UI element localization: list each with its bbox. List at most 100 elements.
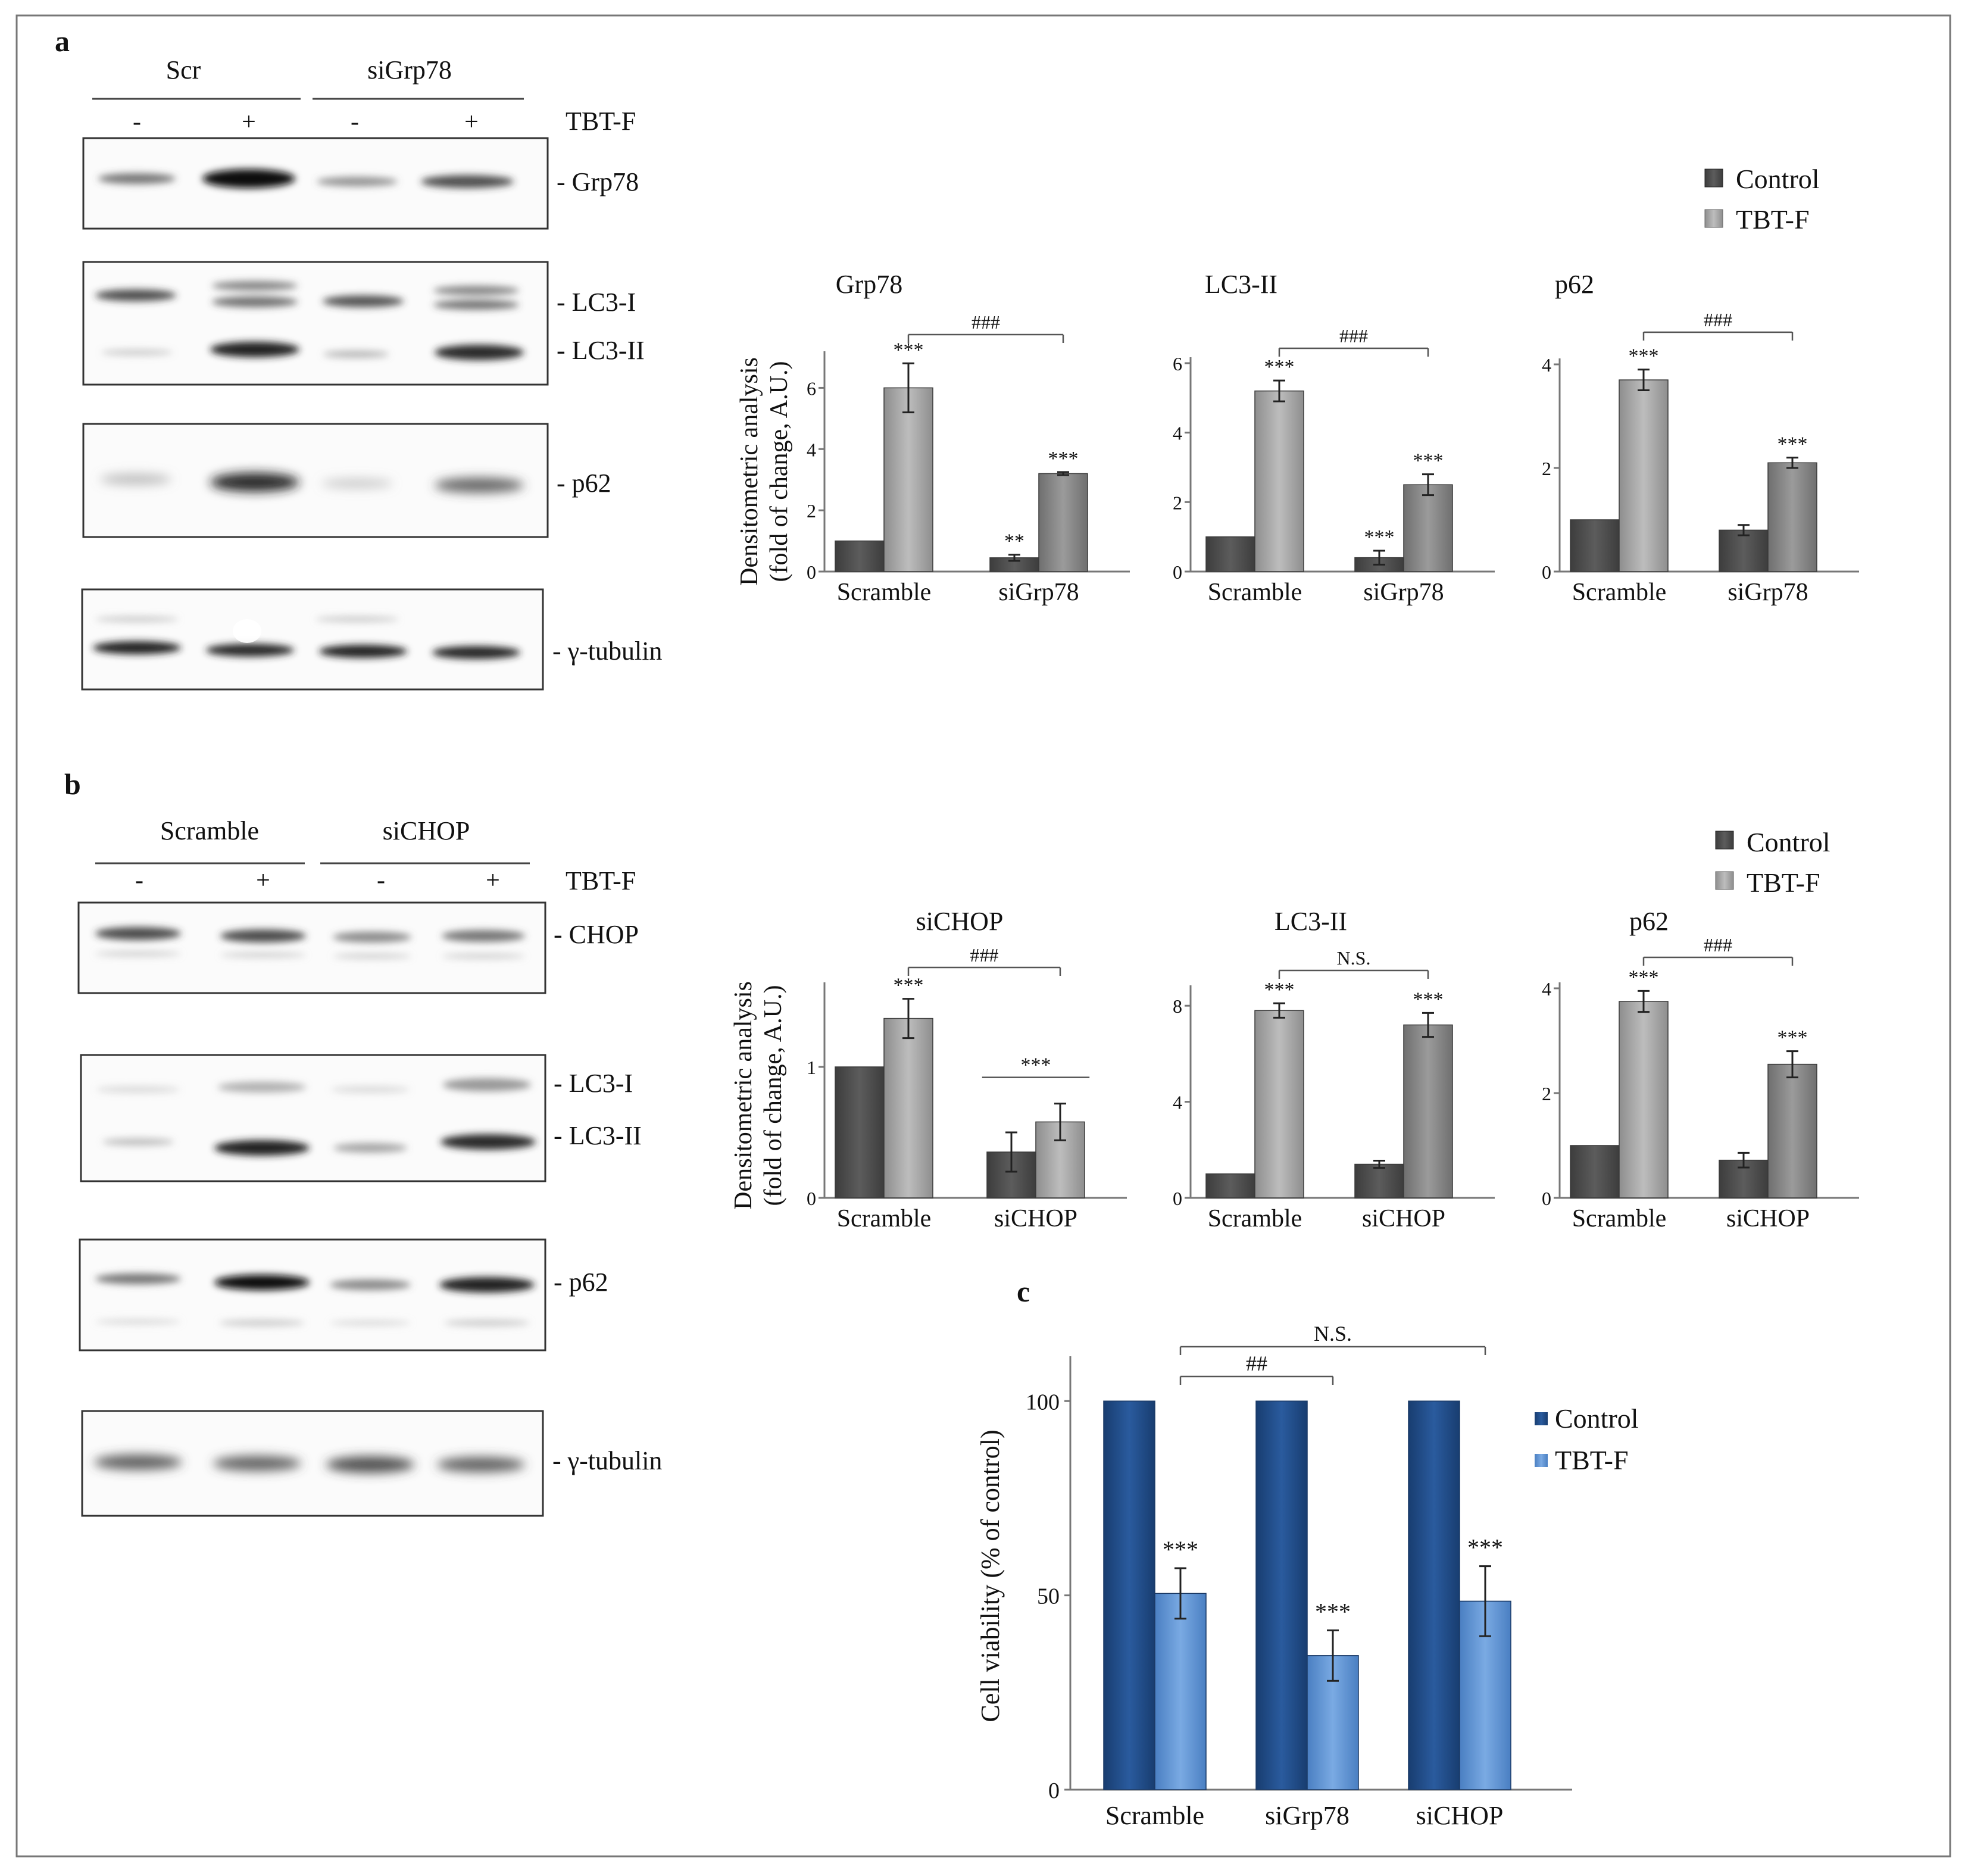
a1-bar-control-0: [835, 540, 885, 572]
chart-a-p62: p62 0 2 4 *** Scramble *** siGrp78 ###: [1542, 270, 1859, 606]
b3-y-tick-label-0: 0: [1542, 1188, 1551, 1209]
a3-significance-1-1: ***: [1778, 433, 1808, 455]
b3-chart-title: p62: [1629, 907, 1669, 936]
b2-bracket-label: N.S.: [1337, 947, 1371, 969]
a3-bar-control-1: [1719, 529, 1769, 572]
chart-c-viability: Cell viability (% of control) 0 50 100 *** Sc…: [976, 1322, 1572, 1830]
a1-bar-tbtf-0: [883, 387, 933, 572]
b3-bracket-label: ###: [1704, 934, 1732, 956]
a2-y-tick-label-0: 0: [1173, 561, 1182, 583]
b1-significance-1-0: ***: [894, 975, 924, 997]
c1-y-tick-label-100: 100: [1026, 1390, 1060, 1415]
panel-c-legend: Control TBT-F: [1535, 1403, 1639, 1475]
a3-bar-tbtf-1: [1767, 462, 1817, 572]
c1-x-label-1: siGrp78: [1265, 1801, 1350, 1830]
blot-b-group-sichop: siCHOP: [383, 816, 470, 845]
blot-a-label-lc3-i: - LC3-I: [557, 288, 636, 317]
blot-a-group-scr: Scr: [166, 55, 201, 85]
b1-y-tick-label-0: 0: [807, 1188, 816, 1209]
a2-x-label-1: siGrp78: [1363, 579, 1444, 606]
a3-bar-control-0: [1570, 519, 1620, 572]
a2-significance-0-1: ***: [1364, 526, 1395, 548]
blot-a-treatment-3: -: [351, 108, 359, 136]
blot-b-group-scramble: Scramble: [160, 816, 259, 845]
a3-y-tick-label-2: 2: [1542, 458, 1551, 479]
blot-a-label-lc3-ii: - LC3-II: [557, 336, 645, 365]
a1-bar-tbtf-1: [1038, 473, 1088, 572]
legend-a-control-label: Control: [1736, 164, 1820, 194]
b2-chart-title: LC3-II: [1274, 907, 1347, 936]
blot-a-treatment-4: +: [464, 108, 479, 136]
b2-bar-tbtf-0: [1254, 1010, 1304, 1198]
panel-a-y-title-line2: (fold of change, A.U.): [766, 361, 793, 582]
blot-a-label-p62: - p62: [557, 469, 611, 498]
legend-b-tbtf-swatch: [1715, 871, 1734, 890]
legend-a-tbtf-swatch: [1704, 209, 1723, 228]
c1-y-tick-label-0: 0: [1048, 1778, 1060, 1803]
blot-b-treatment-label: TBT-F: [566, 866, 636, 895]
chart-a-lc3-ii: LC3-II 0 2 4 6 *** Scramble *** *** siGrp78 ###: [1173, 270, 1495, 606]
blot-b-label-chop: - CHOP: [554, 920, 639, 949]
blot-b-treatment-4: +: [486, 867, 500, 894]
blot-b-treatment-1: -: [135, 867, 143, 894]
b1-bracket-label: ###: [970, 944, 999, 966]
a2-significance-1-1: ***: [1413, 450, 1444, 472]
panel-c-letter: c: [1017, 1275, 1030, 1308]
blot-a-label-grp78: - Grp78: [557, 167, 639, 196]
b2-y-tick-label-4: 4: [1173, 1092, 1182, 1113]
b1-x-label-0: Scramble: [837, 1205, 932, 1232]
b2-bar-control-1: [1354, 1163, 1404, 1198]
legend-a-tbtf-label: TBT-F: [1736, 204, 1810, 235]
b2-significance-1-1: ***: [1413, 988, 1444, 1010]
chart-b-lc3-ii: LC3-II 0 4 8 *** Scramble *** siCHOP N.S.: [1173, 907, 1495, 1232]
a3-y-tick-label-0: 0: [1542, 561, 1551, 583]
b2-significance-1-0: ***: [1264, 979, 1295, 1001]
blot-a-treatment-1: -: [133, 108, 141, 136]
b2-x-label-0: Scramble: [1208, 1205, 1302, 1232]
blot-b-label-lc3-ii: - LC3-II: [554, 1121, 642, 1150]
b1-bar-tbtf-0: [883, 1017, 933, 1198]
a2-bar-tbtf-0: [1254, 390, 1304, 572]
a1-y-tick-label-6: 6: [807, 377, 816, 399]
blot-b-label-p62: - p62: [554, 1268, 608, 1297]
b2-x-label-1: siCHOP: [1362, 1205, 1445, 1232]
panel-b-y-title-line1: Densitometric analysis: [730, 981, 757, 1210]
legend-c-control-swatch: [1535, 1412, 1548, 1425]
a1-significance-0-1: **: [1004, 530, 1024, 553]
b3-significance-1-1: ***: [1778, 1027, 1808, 1049]
blot-a-lc3-membrane: [82, 261, 549, 386]
c1-y-axis-title: Cell viability (% of control): [976, 1429, 1005, 1722]
b1-bar-control-0: [835, 1066, 885, 1198]
c1-bar-tbtf-0: [1154, 1593, 1207, 1790]
b1-x-label-1: siCHOP: [994, 1205, 1077, 1232]
legend-c-tbtf-swatch: [1535, 1454, 1548, 1467]
a1-x-label-1: siGrp78: [998, 579, 1079, 606]
c1-bracket-2-label: N.S.: [1314, 1322, 1352, 1346]
legend-b-control-swatch: [1715, 831, 1734, 850]
a2-bar-control-0: [1205, 536, 1255, 572]
a3-bar-tbtf-0: [1619, 379, 1669, 572]
a1-chart-title: Grp78: [836, 270, 902, 299]
panel-a-legend: Control TBT-F: [1704, 164, 1820, 235]
b3-significance-1-0: ***: [1629, 966, 1659, 988]
a3-chart-title: p62: [1555, 270, 1594, 299]
a2-y-tick-label-6: 6: [1173, 353, 1182, 374]
b3-bar-tbtf-1: [1767, 1063, 1817, 1198]
c1-significance-1-1: ***: [1315, 1598, 1351, 1625]
a1-x-label-0: Scramble: [837, 579, 932, 606]
a3-x-label-0: Scramble: [1572, 579, 1667, 606]
panel-a-letter: a: [55, 24, 70, 58]
a2-chart-title: LC3-II: [1205, 270, 1277, 299]
b2-bar-tbtf-1: [1403, 1024, 1453, 1198]
blot-b-treatment-2: +: [256, 867, 270, 894]
a3-x-label-1: siGrp78: [1728, 579, 1808, 606]
panel-a-y-title-line1: Densitometric analysis: [736, 357, 763, 586]
legend-b-control-label: Control: [1747, 827, 1830, 857]
a2-bracket-label: ###: [1339, 325, 1368, 347]
a3-significance-1-0: ***: [1629, 345, 1659, 367]
c1-bracket-1-label: ##: [1246, 1351, 1267, 1375]
panel-b-legend: Control TBT-F: [1715, 827, 1830, 898]
blot-b-label-tubulin: - γ-tubulin: [552, 1446, 662, 1475]
